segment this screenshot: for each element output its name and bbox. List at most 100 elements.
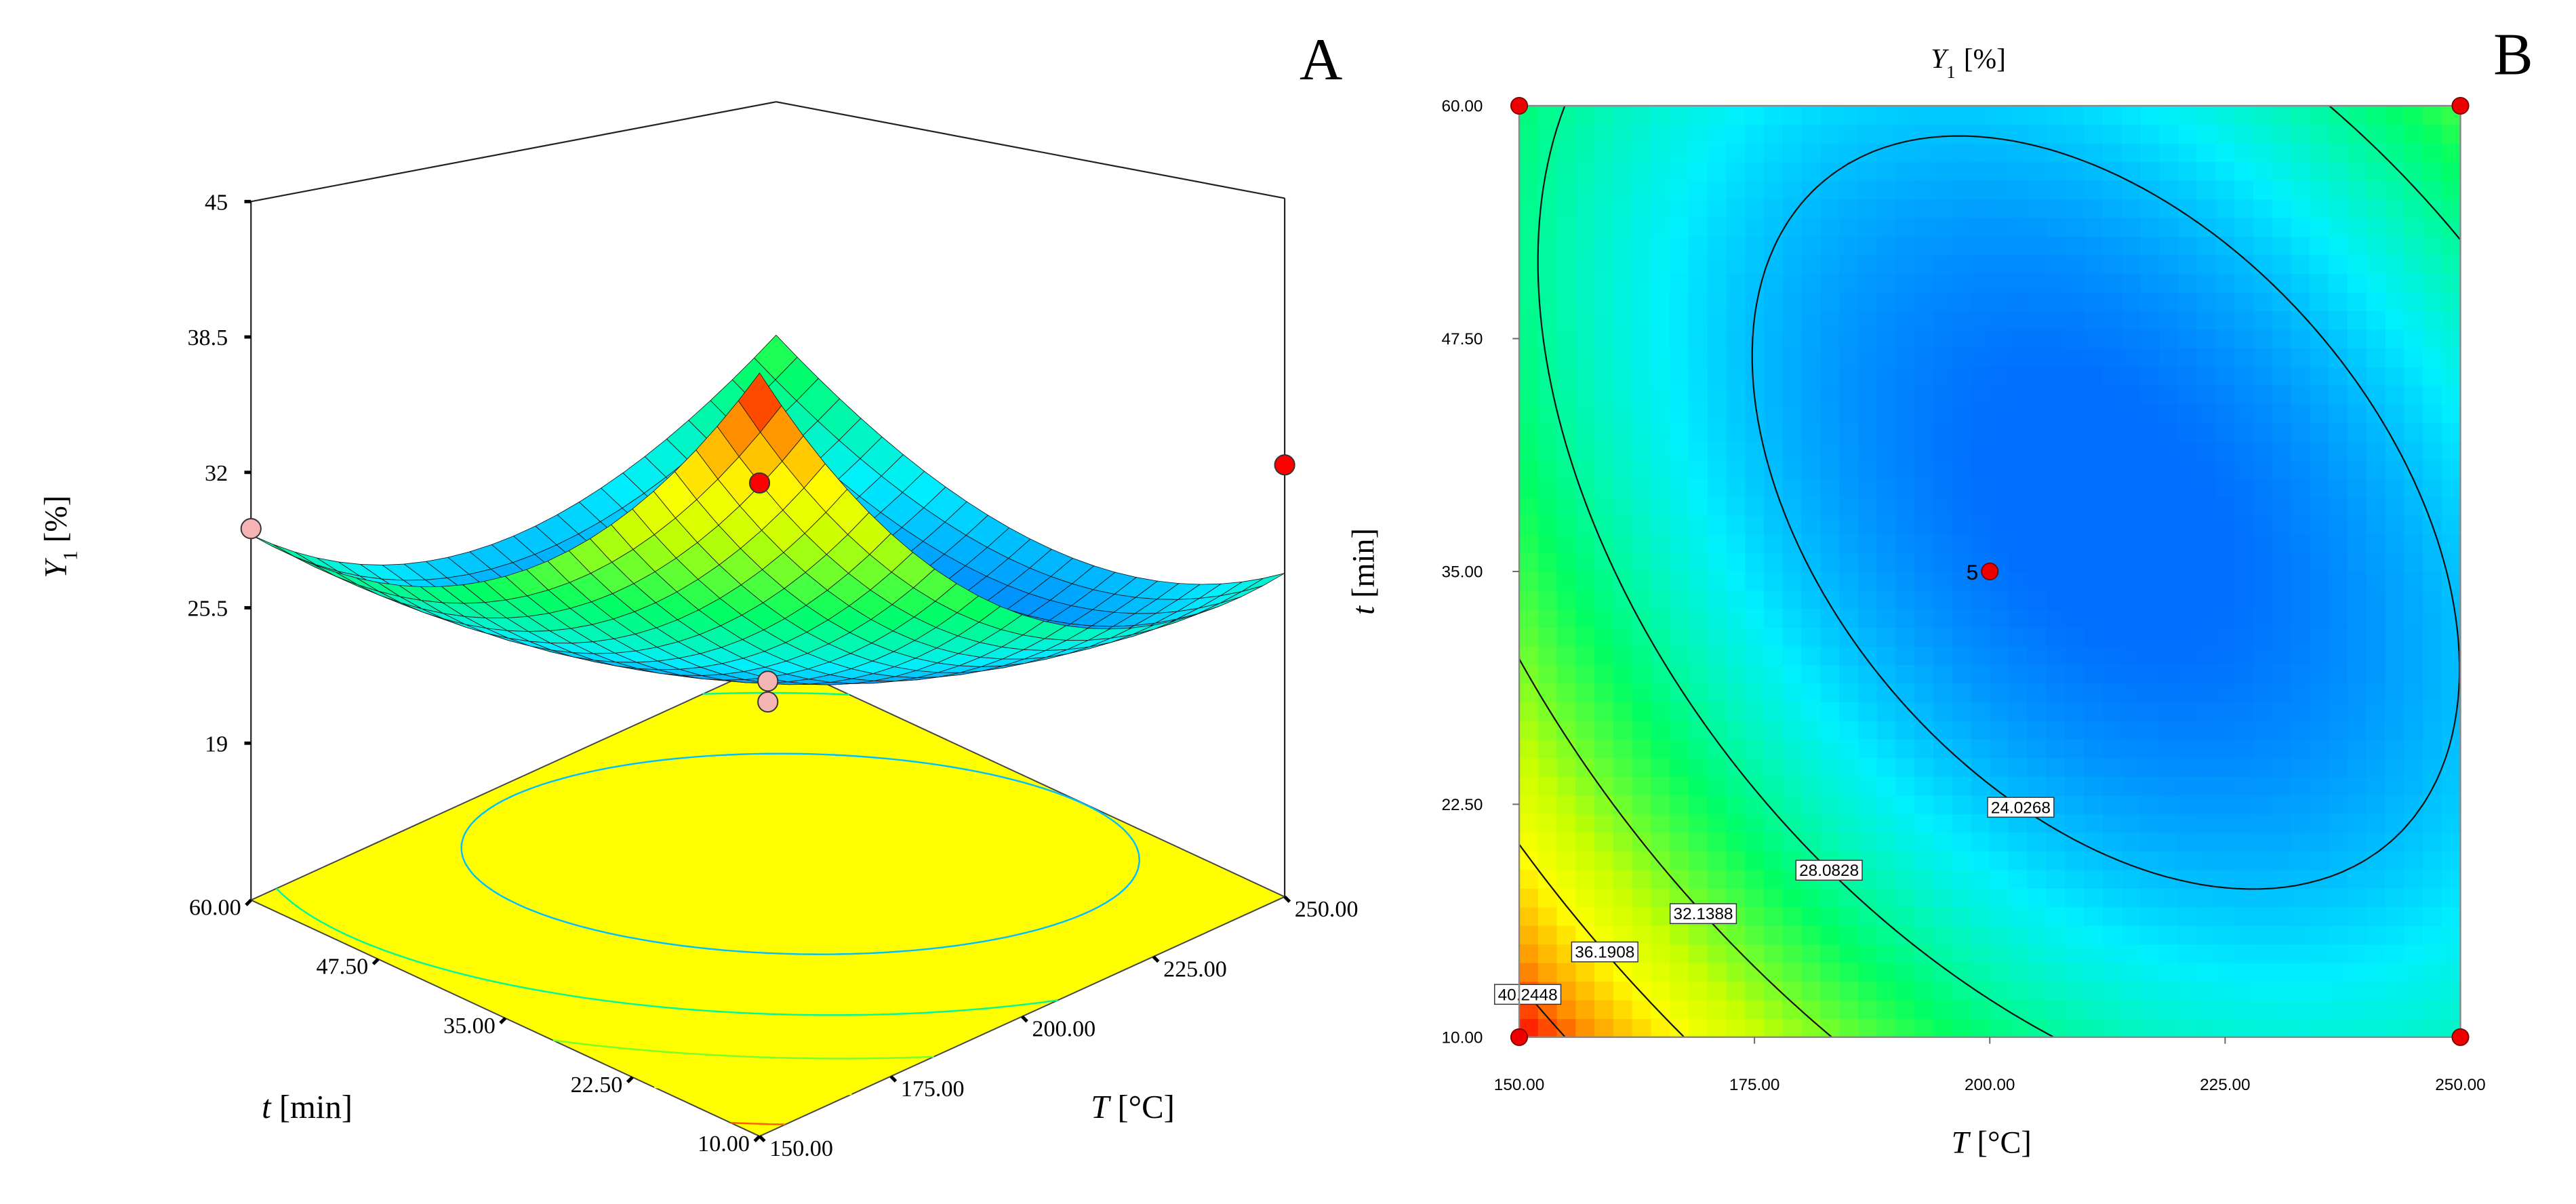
heatmap-cell (1745, 236, 1765, 256)
heatmap-cell (1839, 832, 1859, 851)
heatmap-cell (2009, 888, 2028, 908)
heatmap-cell (1895, 366, 1915, 386)
heatmap-cell (1745, 683, 1765, 703)
heatmap-cell (2140, 217, 2160, 237)
heatmap-cell (2046, 106, 2066, 125)
heatmap-cell (1895, 161, 1915, 181)
heatmap-cell (1537, 515, 1558, 535)
heatmap-cell (1914, 403, 1934, 423)
heatmap-cell (1575, 142, 1595, 163)
y-tick-label: 10.00 (1442, 1028, 1483, 1047)
heatmap-cell (1651, 180, 1670, 200)
heatmap-cell (1707, 869, 1727, 889)
heatmap-cell (2422, 571, 2442, 591)
heatmap-cell (2009, 720, 2028, 740)
subscript: 1 (60, 550, 81, 561)
heatmap-cell (1537, 906, 1558, 926)
heatmap-cell (1745, 124, 1765, 144)
heatmap-cell (1632, 888, 1652, 908)
heatmap-cell (2102, 627, 2122, 647)
heatmap-cell (2366, 441, 2386, 460)
heatmap-cell (1801, 403, 1822, 423)
heatmap-cell (1952, 999, 1972, 1020)
panel-label: B (2493, 22, 2533, 87)
heatmap-cell (2027, 664, 2047, 684)
heatmap-cell (1820, 441, 1840, 460)
heatmap-cell (2310, 832, 2329, 851)
heatmap-cell (2272, 106, 2292, 125)
heatmap-cell (1933, 981, 1953, 1001)
heatmap-cell (1764, 851, 1784, 870)
heatmap-cell (2347, 534, 2367, 554)
heatmap-cell (2177, 292, 2198, 311)
heatmap-cell (2234, 608, 2254, 628)
heatmap-cell (1537, 720, 1558, 740)
heatmap-cell (1801, 999, 1822, 1020)
heatmap-cell (2046, 739, 2066, 759)
heatmap-cell (2102, 124, 2122, 144)
heatmap-cell (2102, 180, 2122, 200)
heatmap-cell (1670, 236, 1689, 256)
heatmap-cell (2310, 422, 2329, 442)
heatmap-cell (2121, 553, 2141, 572)
heatmap-cell (1914, 180, 1934, 200)
heatmap-cell (2310, 124, 2329, 144)
heatmap-cell (2291, 106, 2311, 125)
heatmap-cell (2441, 515, 2461, 535)
heatmap-cell (2234, 534, 2254, 554)
heatmap-cell (1632, 795, 1652, 814)
heatmap-cell (1594, 385, 1614, 405)
heatmap-cell (2347, 795, 2367, 814)
symbol: T (1952, 1125, 1971, 1160)
heatmap-cell (2009, 608, 2028, 628)
heatmap-cell (1820, 292, 1840, 311)
heatmap-cell (1575, 124, 1595, 144)
heatmap-cell (2422, 292, 2442, 311)
heatmap-cell (1613, 142, 1633, 163)
heatmap-cell (1575, 888, 1595, 908)
heatmap-cell (2441, 981, 2461, 1001)
heatmap-cell (2121, 441, 2141, 460)
heatmap-cell (1745, 757, 1765, 777)
heatmap-cell (2272, 962, 2292, 982)
heatmap-cell (2102, 217, 2122, 237)
heatmap-cell (1726, 106, 1746, 125)
heatmap-cell (1764, 217, 1784, 237)
heatmap-cell (1575, 217, 1595, 237)
z-tick-label: 45 (205, 190, 228, 215)
heatmap-cell (1895, 906, 1915, 926)
heatmap-cell (1537, 814, 1558, 833)
heatmap-cell (2441, 888, 2461, 908)
heatmap-cell (2084, 645, 2104, 666)
heatmap-cell (1556, 851, 1577, 870)
heatmap-cell (2065, 702, 2085, 721)
heatmap-cell (1519, 869, 1539, 889)
heatmap-cell (1876, 217, 1897, 237)
heatmap-cell (1876, 1018, 1897, 1038)
heatmap-cell (2310, 776, 2329, 796)
heatmap-cell (1914, 720, 1934, 740)
heatmap-cell (1632, 385, 1652, 405)
heatmap-cell (2196, 739, 2217, 759)
heatmap-cell (1613, 348, 1633, 367)
heatmap-cell (1914, 627, 1934, 647)
heatmap-cell (2065, 515, 2085, 535)
heatmap-cell (2102, 739, 2122, 759)
heatmap-cell (1651, 888, 1670, 908)
chart-title: Y1 [%] (1931, 43, 2006, 82)
heatmap-cell (2347, 161, 2367, 181)
heatmap-cell (1764, 403, 1784, 423)
heatmap-cell (2140, 683, 2160, 703)
heatmap-cell (1876, 981, 1897, 1001)
heatmap-cell (1519, 273, 1539, 293)
heatmap-cell (1670, 720, 1689, 740)
heatmap-cell (1914, 906, 1934, 926)
heatmap-cell (2385, 292, 2404, 311)
heatmap-cell (1990, 236, 2009, 256)
heatmap-cell (1764, 720, 1784, 740)
heatmap-cell (1556, 236, 1577, 256)
heatmap-cell (1651, 851, 1670, 870)
heatmap-cell (1933, 944, 1953, 963)
heatmap-cell (1782, 553, 1803, 572)
heatmap-cell (1971, 1018, 1990, 1038)
